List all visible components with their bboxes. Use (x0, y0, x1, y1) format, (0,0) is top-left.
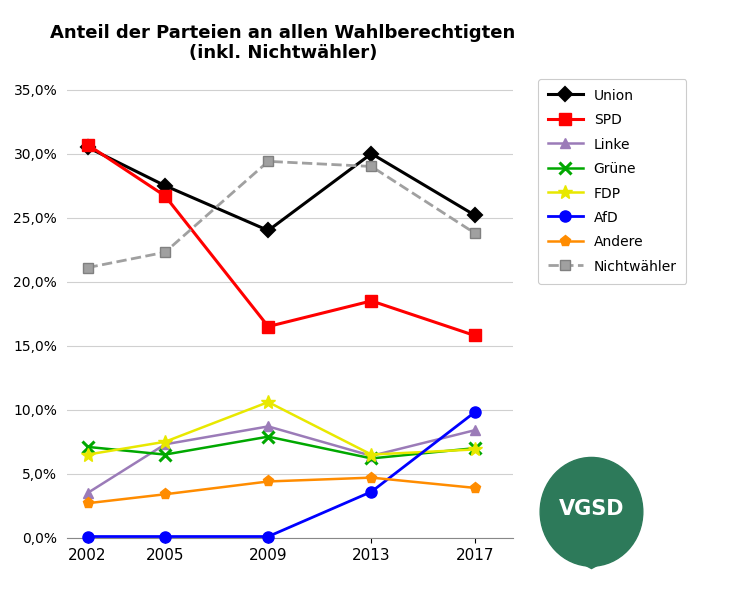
Linke (161, 441, 170, 448)
Union (264, 227, 273, 234)
Line: Andere: Andere (82, 472, 480, 509)
Legend: Union, SPD, Linke, Grüne, FDP, AfD, Andere, Nichtwähler: Union, SPD, Linke, Grüne, FDP, AfD, Ande… (538, 79, 687, 284)
Grüne (367, 455, 376, 462)
Andere (161, 491, 170, 498)
SPD (264, 323, 273, 330)
Linke (470, 427, 479, 434)
Text: Anteil der Parteien an allen Wahlberechtigten: Anteil der Parteien an allen Wahlberecht… (50, 24, 516, 41)
Nichtwähler (83, 264, 92, 271)
Circle shape (540, 457, 643, 566)
Line: Union: Union (83, 142, 480, 235)
SPD (161, 193, 170, 200)
Andere (264, 478, 273, 485)
SPD (367, 297, 376, 304)
AfD (367, 488, 376, 495)
Grüne (264, 433, 273, 440)
Line: FDP: FDP (80, 395, 481, 462)
FDP (470, 446, 479, 453)
FDP (161, 439, 170, 446)
Nichtwähler (264, 158, 273, 165)
Text: (inkl. Nichtwähler): (inkl. Nichtwähler) (188, 44, 377, 62)
Andere (470, 485, 479, 492)
Grüne (470, 444, 479, 452)
Linke (83, 489, 92, 496)
Line: Grüne: Grüne (81, 430, 481, 465)
Nichtwähler (367, 163, 376, 170)
SPD (470, 332, 479, 339)
AfD (161, 533, 170, 540)
Line: SPD: SPD (82, 139, 480, 341)
FDP (83, 451, 92, 458)
Linke (367, 452, 376, 459)
Union (83, 144, 92, 151)
AfD (83, 533, 92, 540)
Polygon shape (578, 561, 605, 569)
SPD (83, 141, 92, 148)
Text: VGSD: VGSD (559, 499, 624, 519)
AfD (264, 533, 273, 540)
Andere (83, 500, 92, 507)
Line: AfD: AfD (82, 407, 480, 542)
FDP (264, 398, 273, 405)
Grüne (83, 443, 92, 450)
Andere (367, 474, 376, 481)
Nichtwähler (470, 229, 479, 236)
Linke (264, 423, 273, 430)
Line: Nichtwähler: Nichtwähler (83, 157, 480, 272)
FDP (367, 451, 376, 458)
Union (161, 182, 170, 189)
Union (470, 212, 479, 219)
AfD (470, 409, 479, 416)
Union (367, 150, 376, 157)
Nichtwähler (161, 249, 170, 256)
Line: Linke: Linke (83, 421, 480, 498)
Grüne (161, 451, 170, 458)
